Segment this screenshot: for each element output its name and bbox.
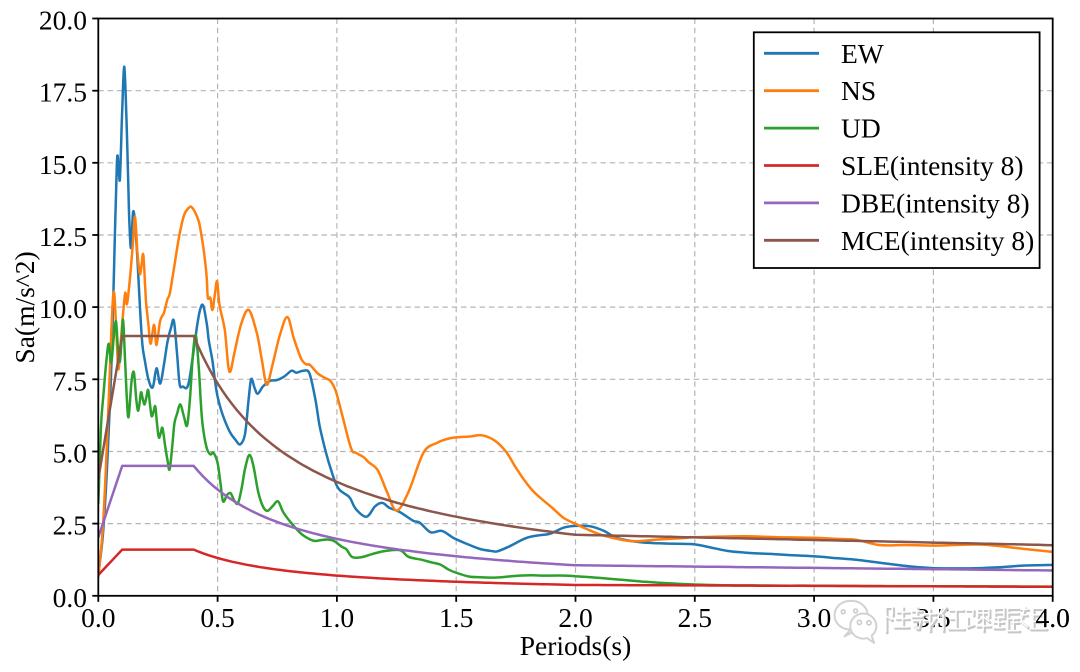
svg-text:12.5: 12.5 (39, 221, 87, 252)
svg-text:5.0: 5.0 (53, 438, 87, 469)
svg-text:2.5: 2.5 (53, 510, 87, 541)
svg-text:Periods(s): Periods(s) (520, 630, 632, 661)
svg-text:UD: UD (841, 113, 881, 144)
svg-text:Sa(m/s^2): Sa(m/s^2) (9, 251, 40, 363)
svg-text:SLE(intensity 8): SLE(intensity 8) (841, 150, 1024, 181)
svg-text:0.0: 0.0 (53, 582, 87, 613)
svg-text:0.0: 0.0 (81, 602, 115, 633)
svg-text:EW: EW (841, 38, 884, 69)
svg-text:17.5: 17.5 (39, 77, 87, 108)
svg-text:4.0: 4.0 (1036, 602, 1070, 633)
svg-text:15.0: 15.0 (39, 149, 87, 180)
svg-text:MCE(intensity 8): MCE(intensity 8) (841, 225, 1034, 256)
svg-text:1.0: 1.0 (320, 602, 354, 633)
svg-text:2.5: 2.5 (678, 602, 712, 633)
svg-text:10.0: 10.0 (39, 293, 87, 324)
svg-text:2.0: 2.0 (558, 602, 592, 633)
svg-text:3.0: 3.0 (797, 602, 831, 633)
svg-text:20.0: 20.0 (39, 5, 87, 36)
svg-text:7.5: 7.5 (53, 365, 87, 396)
svg-text:NS: NS (841, 75, 876, 106)
svg-text:0.5: 0.5 (200, 602, 234, 633)
svg-text:1.5: 1.5 (439, 602, 473, 633)
svg-text:DBE(intensity 8): DBE(intensity 8) (841, 187, 1030, 218)
